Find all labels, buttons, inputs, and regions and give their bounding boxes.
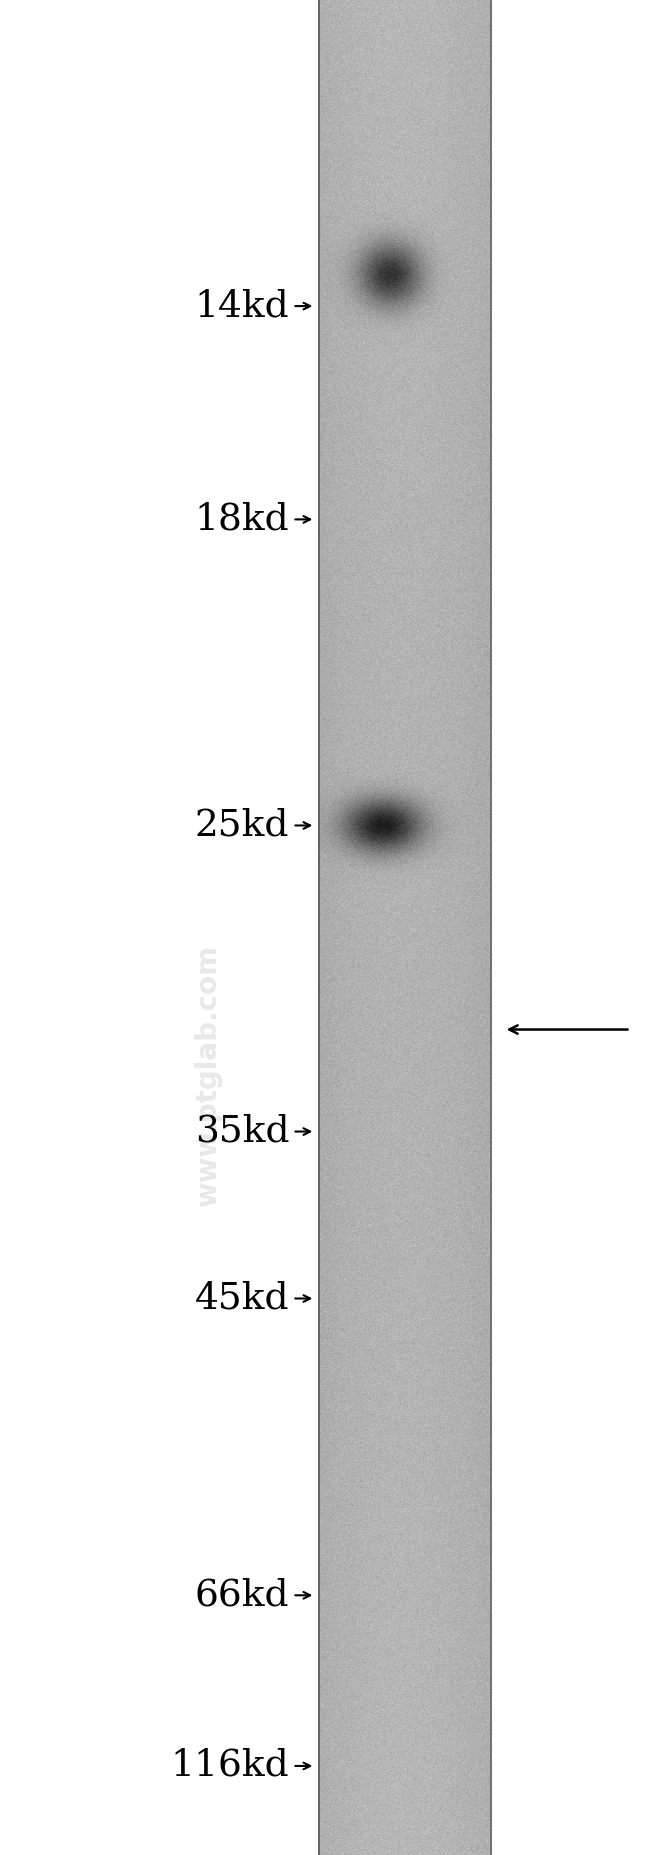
Text: 45kd: 45kd — [195, 1280, 289, 1317]
Text: 14kd: 14kd — [194, 288, 289, 325]
Text: www.ptglab.com: www.ptglab.com — [194, 944, 222, 1208]
Text: 35kd: 35kd — [195, 1113, 289, 1150]
Text: 66kd: 66kd — [195, 1577, 289, 1614]
Text: 25kd: 25kd — [195, 807, 289, 844]
Text: 116kd: 116kd — [170, 1747, 289, 1785]
Text: 18kd: 18kd — [194, 501, 289, 538]
